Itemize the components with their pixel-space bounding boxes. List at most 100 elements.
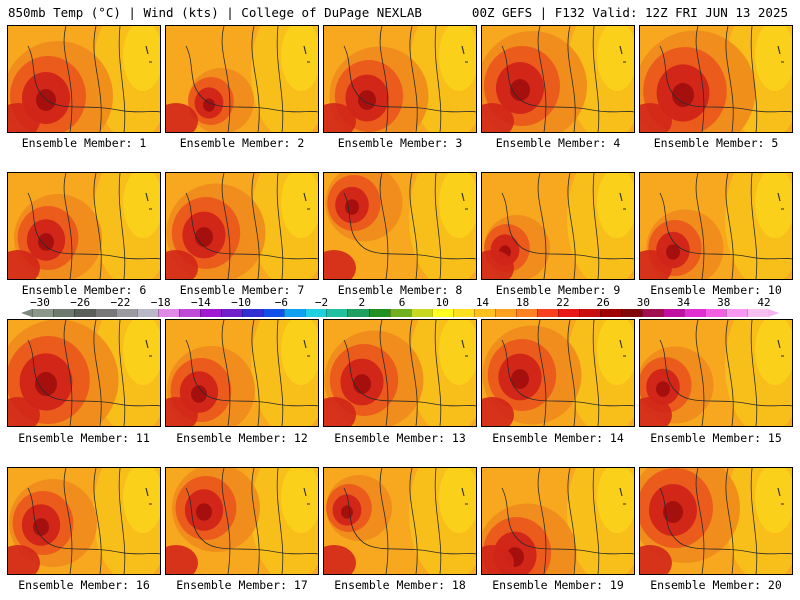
colorbar-cell: [431, 309, 453, 317]
colorbar-cell: [620, 309, 642, 317]
colorbar-cell: [726, 309, 748, 317]
colorbar-cell: [452, 309, 474, 317]
colorbar-tick-label: 22: [556, 296, 570, 309]
ensemble-member-label: Ensemble Member: 20: [650, 578, 782, 592]
ensemble-member-label: Ensemble Member: 11: [18, 431, 150, 445]
ensemble-member-map: [481, 319, 635, 427]
ensemble-member-label: Ensemble Member: 15: [650, 431, 782, 445]
colorbar-cell: [705, 309, 727, 317]
ensemble-member-map: [7, 25, 161, 133]
colorbar-cell: [473, 309, 495, 317]
colorbar-tick-label: −2: [314, 296, 329, 309]
ensemble-member-label: Ensemble Member: 4: [495, 136, 621, 150]
colorbar-tick-label: 26: [596, 296, 610, 309]
ensemble-member-label: Ensemble Member: 19: [492, 578, 624, 592]
colorbar-tick-label: −26: [70, 296, 91, 309]
colorbar-cell: [662, 309, 684, 317]
colorbar-tick-label: 38: [717, 296, 731, 309]
colorbar-tick-label: −6: [274, 296, 288, 309]
colorbar-max-arrow: [768, 309, 779, 317]
ensemble-member-map: [481, 25, 635, 133]
colorbar-cell: [305, 309, 327, 317]
colorbar-cell: [747, 309, 769, 317]
colorbar: [32, 309, 769, 317]
colorbar-tick-label: 2: [358, 296, 366, 309]
ensemble-member-map: [165, 319, 319, 427]
colorbar-cell: [179, 309, 201, 317]
colorbar-cell: [53, 309, 75, 317]
ensemble-member-label: Ensemble Member: 5: [653, 136, 779, 150]
colorbar-cell: [515, 309, 537, 317]
ensemble-member-label: Ensemble Member: 7: [179, 283, 305, 297]
colorbar-cell: [263, 309, 285, 317]
ensemble-member-label: Ensemble Member: 14: [492, 431, 624, 445]
ensemble-member-label: Ensemble Member: 12: [176, 431, 308, 445]
ensemble-member-label: Ensemble Member: 2: [179, 136, 305, 150]
colorbar-cell: [116, 309, 138, 317]
ensemble-member-map: [165, 172, 319, 280]
colorbar-cell: [557, 309, 579, 317]
colorbar-cell: [683, 309, 705, 317]
ensemble-member-map: [639, 172, 793, 280]
colorbar-cell: [578, 309, 600, 317]
colorbar-tick-label: −14: [190, 296, 211, 309]
header-title: 850mb Temp (°C) | Wind (kts) | College o…: [8, 5, 422, 20]
colorbar-cell: [95, 309, 117, 317]
colorbar-cell: [536, 309, 558, 317]
ensemble-member-label: Ensemble Member: 13: [334, 431, 466, 445]
colorbar-cell: [200, 309, 222, 317]
ensemble-member-label: Ensemble Member: 17: [176, 578, 308, 592]
colorbar-cell: [137, 309, 159, 317]
ensemble-member-map: [639, 25, 793, 133]
ensemble-member-map: [481, 172, 635, 280]
colorbar-cell: [389, 309, 411, 317]
ensemble-member-label: Ensemble Member: 1: [21, 136, 147, 150]
colorbar-tick-label: −22: [110, 296, 131, 309]
ensemble-member-map: [323, 467, 477, 575]
colorbar-cell: [599, 309, 621, 317]
ensemble-member-map: [7, 467, 161, 575]
colorbar-tick-label: 18: [516, 296, 530, 309]
header-valid-time: 00Z GEFS | F132 Valid: 12Z FRI JUN 13 20…: [471, 5, 788, 20]
ensemble-member-map: [323, 319, 477, 427]
colorbar-tick-label: −10: [231, 296, 252, 309]
colorbar-cell: [326, 309, 348, 317]
ensemble-member-label: Ensemble Member: 16: [18, 578, 150, 592]
colorbar-tick-label: 30: [636, 296, 650, 309]
colorbar-tick-label: −30: [30, 296, 50, 309]
ensemble-member-map: [7, 319, 161, 427]
colorbar-cell: [32, 309, 54, 317]
ensemble-member-map: [7, 172, 161, 280]
colorbar-cell: [410, 309, 432, 317]
colorbar-tick-label: 14: [475, 296, 490, 309]
ensemble-member-label: Ensemble Member: 3: [337, 136, 463, 150]
ensemble-member-map: [165, 25, 319, 133]
ensemble-member-label: Ensemble Member: 18: [334, 578, 466, 592]
colorbar-tick-label: 10: [435, 296, 449, 309]
colorbar-tick-label: 42: [757, 296, 771, 309]
colorbar-cell: [494, 309, 516, 317]
colorbar-cell: [158, 309, 180, 317]
colorbar-cell: [242, 309, 264, 317]
colorbar-tick-label: 6: [398, 296, 406, 309]
colorbar-tick-label: −18: [150, 296, 171, 309]
colorbar-cell: [368, 309, 390, 317]
colorbar-min-arrow: [21, 309, 32, 317]
colorbar-cell: [641, 309, 663, 317]
colorbar-cell: [221, 309, 243, 317]
ensemble-member-label: Ensemble Member: 8: [337, 283, 463, 297]
ensemble-member-map: [481, 467, 635, 575]
ensemble-member-label: Ensemble Member: 10: [650, 283, 782, 297]
colorbar-tick-label: 34: [676, 296, 691, 309]
colorbar-cell: [284, 309, 306, 317]
colorbar-ticks: −30 −26 −22 −18 −14 −10 −6 −2 2 6 10 14 18 22 26 30 34 38…: [0, 296, 800, 309]
colorbar-cell: [347, 309, 369, 317]
ensemble-member-map: [323, 25, 477, 133]
ensemble-member-label: Ensemble Member: 9: [495, 283, 621, 297]
ensemble-member-map: [165, 467, 319, 575]
ensemble-member-map: [639, 467, 793, 575]
colorbar-cell: [74, 309, 96, 317]
ensemble-member-map: [323, 172, 477, 280]
ensemble-member-map: [639, 319, 793, 427]
ensemble-member-label: Ensemble Member: 6: [21, 283, 147, 297]
